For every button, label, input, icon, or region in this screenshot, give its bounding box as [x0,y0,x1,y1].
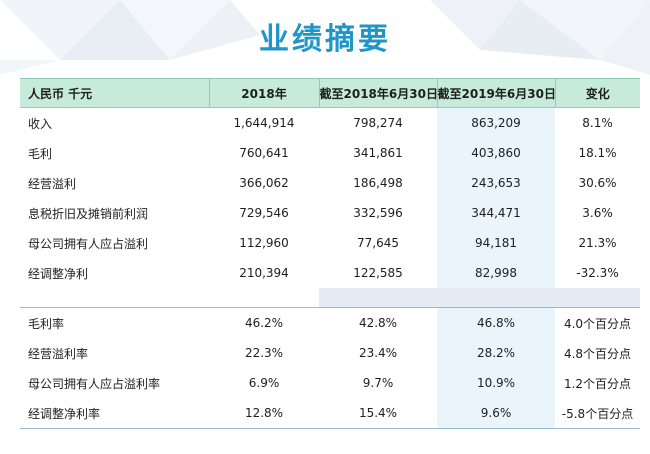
cell-value: 403,860 [437,138,555,168]
table-row: 收入 1,644,914 798,274 863,209 8.1% [20,107,640,138]
row-label: 经调整净利 [28,266,89,281]
cell-value: 30.6% [578,176,617,190]
cell-value: 28.2% [437,338,555,368]
table-row: 经营溢利率 22.3% 23.4% 28.2% 4.8个百分点 [20,338,640,368]
row-label: 经调整净利率 [20,398,209,429]
row-label: 息税折旧及摊销前利润 [28,206,149,221]
table-row: 母公司拥有人应占溢利 112,960 77,645 94,181 21.3% [20,228,640,258]
cell-value: 15.4% [319,398,437,429]
cell-value: 12.8% [209,398,319,429]
header-unit: 人民币 千元 [20,78,210,108]
cell-value: 23.4% [358,346,398,360]
cell-value: 82,998 [437,258,555,288]
row-label: 毛利 [28,146,53,161]
cell-value: 863,209 [437,107,555,138]
performance-summary-table: 人民币 千元 2018年 截至2018年6月30日 截至2019年6月30日 变… [20,78,640,429]
cell-value: 112,960 [239,236,289,250]
cell-value: 210,394 [239,266,289,280]
cell-value: 332,596 [353,206,403,220]
cell-value: 21.3% [578,236,617,250]
cell-value: 341,861 [353,146,403,160]
row-label: 经营溢利率 [28,346,89,361]
cell-value: 1.2个百分点 [563,376,632,391]
cell-value: 18.1% [578,146,617,160]
cell-value: 3.6% [582,206,613,220]
row-label: 经营溢利 [28,176,77,191]
cell-value: 122,585 [353,266,403,280]
table-row: 经调整净利 210,394 122,585 82,998 -32.3% [20,258,640,288]
header-2018: 2018年 [209,78,320,108]
cell-value: 94,181 [437,228,555,258]
cell-value: 22.3% [244,346,284,360]
cell-value: 186,498 [353,176,403,190]
cell-value: 344,471 [437,198,555,228]
cell-value: 729,546 [239,206,289,220]
table-row: 毛利 760,641 341,861 403,860 18.1% [20,138,640,168]
cell-value: 8.1% [582,116,613,130]
cell-value: 4.8个百分点 [563,346,632,361]
cell-value: -32.3% [576,266,619,280]
cell-value: -5.8个百分点 [555,398,640,429]
cell-value: 6.9% [248,376,280,390]
table-header-row: 人民币 千元 2018年 截至2018年6月30日 截至2019年6月30日 变… [20,78,640,108]
table-row: 母公司拥有人应占溢利率 6.9% 9.7% 10.9% 1.2个百分点 [20,368,640,398]
cell-value: 9.6% [437,398,555,429]
header-h1-2018: 截至2018年6月30日 [319,78,438,108]
cell-value: 243,653 [437,168,555,198]
header-change: 变化 [555,78,640,108]
cell-value: 1,644,914 [233,116,295,130]
cell-value: 798,274 [353,116,403,130]
cell-value: 10.9% [437,368,555,398]
row-label: 母公司拥有人应占溢利 [28,236,149,251]
table-row: 息税折旧及摊销前利润 729,546 332,596 344,471 3.6% [20,198,640,228]
cell-value: 760,641 [239,146,289,160]
cell-value: 46.8% [437,307,555,338]
table-row: 经营溢利 366,062 186,498 243,653 30.6% [20,168,640,198]
cell-value: 366,062 [239,176,289,190]
row-label: 毛利率 [20,307,209,338]
cell-value: 42.8% [319,307,437,338]
header-h1-2019: 截至2019年6月30日 [437,78,556,108]
cell-value: 77,645 [357,236,399,250]
page-title: 业绩摘要 [259,22,391,57]
row-label: 母公司拥有人应占溢利率 [28,376,161,391]
cell-value: 9.7% [362,376,394,390]
cell-value: 4.0个百分点 [555,307,640,338]
table-row: 经调整净利率 12.8% 15.4% 9.6% -5.8个百分点 [20,398,640,429]
cell-value: 46.2% [209,307,319,338]
row-label: 收入 [28,116,53,131]
section-divider [20,288,640,308]
table-row: 毛利率 46.2% 42.8% 46.8% 4.0个百分点 [20,307,640,338]
